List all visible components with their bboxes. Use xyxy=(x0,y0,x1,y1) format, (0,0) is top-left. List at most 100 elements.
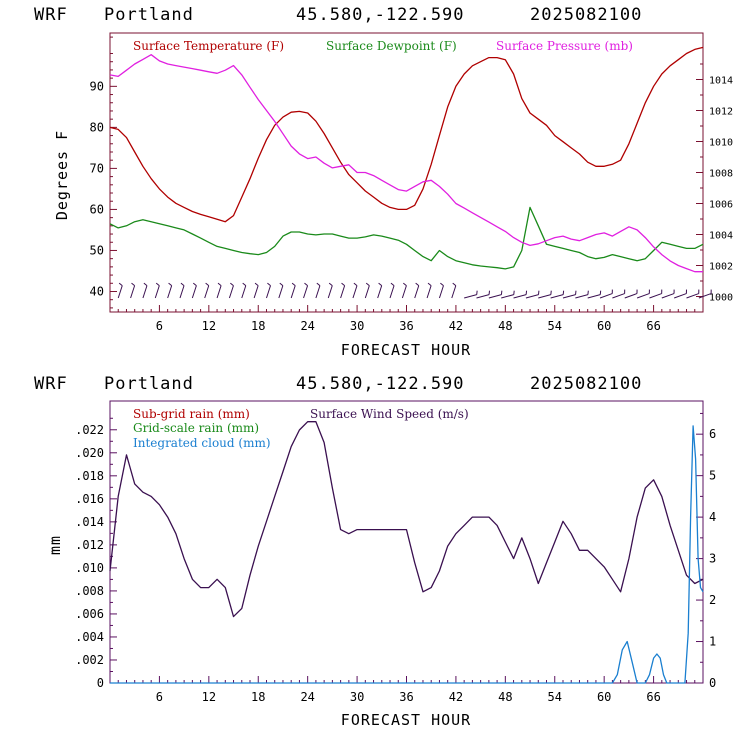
y-axis-label: Degrees F xyxy=(53,130,71,220)
y-tick-label: .014 xyxy=(75,515,104,529)
wind-barb xyxy=(117,282,123,299)
header-coords: 45.580,-122.590 xyxy=(296,374,465,394)
wind-barb xyxy=(464,290,478,299)
y-tick-label: .012 xyxy=(75,538,104,552)
x-tick-label: 30 xyxy=(350,690,364,704)
legend-pressure: Surface Pressure (mb) xyxy=(496,39,633,53)
header-coords: 45.580,-122.590 xyxy=(296,5,465,25)
y2-tick-label: 2 xyxy=(709,593,716,607)
wind-barb xyxy=(340,282,346,299)
wind-barb xyxy=(154,282,160,299)
wind-barb xyxy=(661,289,675,299)
y-tick-label: 0 xyxy=(97,676,104,690)
x-tick-label: 42 xyxy=(449,690,463,704)
header-model: WRF xyxy=(34,5,68,25)
x-tick-label: 12 xyxy=(202,690,216,704)
wind-barb xyxy=(674,289,687,299)
wind-barb xyxy=(451,282,457,299)
wind-barb xyxy=(612,289,626,299)
y2-tick-label: 1014 xyxy=(709,76,733,87)
y2-tick-label: 1010 xyxy=(709,138,733,149)
wind-barb xyxy=(587,290,602,299)
y2-tick-label: 1 xyxy=(709,635,716,649)
wind-barb xyxy=(698,289,712,299)
wind-barb xyxy=(327,282,333,299)
wind-barb xyxy=(179,282,185,299)
y2-tick-label: 3 xyxy=(709,552,716,566)
y-tick-label: .022 xyxy=(75,423,104,437)
chart-series xyxy=(109,421,704,684)
x-tick-label: 66 xyxy=(646,319,660,333)
y-tick-label: .004 xyxy=(75,630,104,644)
series-surface-pressure-mb xyxy=(109,54,703,273)
y-tick-label: .002 xyxy=(75,653,104,667)
wind-barb xyxy=(550,290,565,299)
wind-barb xyxy=(303,282,309,299)
x-tick-label: 66 xyxy=(646,690,660,704)
series-surface-temperature-f xyxy=(109,46,704,223)
y2-tick-label: 0 xyxy=(709,676,716,690)
y-tick-label: 60 xyxy=(90,202,104,216)
y-tick-label: 50 xyxy=(90,243,104,257)
wind-barb xyxy=(599,289,613,299)
wind-barb xyxy=(438,282,444,299)
wind-barb xyxy=(414,282,420,299)
wind-barb xyxy=(315,282,321,299)
wind-barbs xyxy=(117,282,712,299)
chart-axes: 6 12 18 24 30 36 42 48 54 60 66 40 50 60 70 80 90 1000 100… xyxy=(90,32,733,333)
y-tick-label: .006 xyxy=(75,607,104,621)
y-tick-label: .008 xyxy=(75,584,104,598)
wind-barb xyxy=(278,282,284,299)
wind-barb xyxy=(426,282,432,299)
chart-precipitation: WRF Portland 45.580,-122.590 2025082100 … xyxy=(34,374,716,729)
wind-barb xyxy=(266,282,271,299)
wind-barb xyxy=(142,282,148,299)
wind-barb xyxy=(624,289,638,299)
legend-dewpoint: Surface Dewpoint (F) xyxy=(326,39,457,53)
y2-tick-label: 1000 xyxy=(709,293,733,304)
wind-barb xyxy=(241,282,247,299)
wind-barb xyxy=(253,282,259,299)
wind-barb xyxy=(401,282,407,299)
x-tick-label: 30 xyxy=(350,319,364,333)
legend-subgrid-rain: Sub-grid rain (mm) xyxy=(133,407,250,421)
wind-barb xyxy=(377,282,383,299)
header-station: Portland xyxy=(104,5,194,25)
x-tick-label: 54 xyxy=(548,319,562,333)
wind-barb xyxy=(501,290,515,299)
wind-barb xyxy=(562,290,577,299)
x-tick-label: 60 xyxy=(597,319,611,333)
wind-barb xyxy=(389,282,395,299)
y2-tick-label: 1004 xyxy=(709,231,733,242)
wind-barb xyxy=(191,282,197,299)
wind-barb xyxy=(130,282,136,299)
x-tick-label: 12 xyxy=(202,319,216,333)
x-tick-label: 36 xyxy=(399,319,413,333)
header-run: 2025082100 xyxy=(530,5,642,25)
header-run: 2025082100 xyxy=(530,374,642,394)
x-tick-label: 36 xyxy=(399,690,413,704)
wind-barb xyxy=(636,289,650,299)
series-integrated-cloud-mm xyxy=(110,425,704,684)
y2-tick-label: 4 xyxy=(709,510,716,524)
chart-temperature: WRF Portland 45.580,-122.590 2025082100 … xyxy=(34,5,733,359)
y-tick-label: .010 xyxy=(75,561,104,575)
y2-tick-label: 1012 xyxy=(709,107,733,118)
x-tick-label: 24 xyxy=(300,690,314,704)
x-axis-label: FORECAST HOUR xyxy=(341,341,471,359)
y2-tick-label: 1008 xyxy=(709,169,733,180)
y2-tick-label: 1002 xyxy=(709,262,733,273)
wind-barb xyxy=(476,290,490,299)
y2-tick-label: 5 xyxy=(709,469,716,483)
y-tick-label: .020 xyxy=(75,446,104,460)
x-tick-label: 6 xyxy=(156,690,163,704)
y-tick-label: .018 xyxy=(75,469,104,483)
x-axis-label: FORECAST HOUR xyxy=(341,711,471,729)
y-tick-label: 80 xyxy=(90,120,104,134)
wind-barb xyxy=(352,282,358,299)
wind-barb xyxy=(228,282,234,299)
x-tick-label: 6 xyxy=(156,319,163,333)
y-tick-label: 90 xyxy=(90,79,104,93)
plot-frame xyxy=(109,32,704,313)
